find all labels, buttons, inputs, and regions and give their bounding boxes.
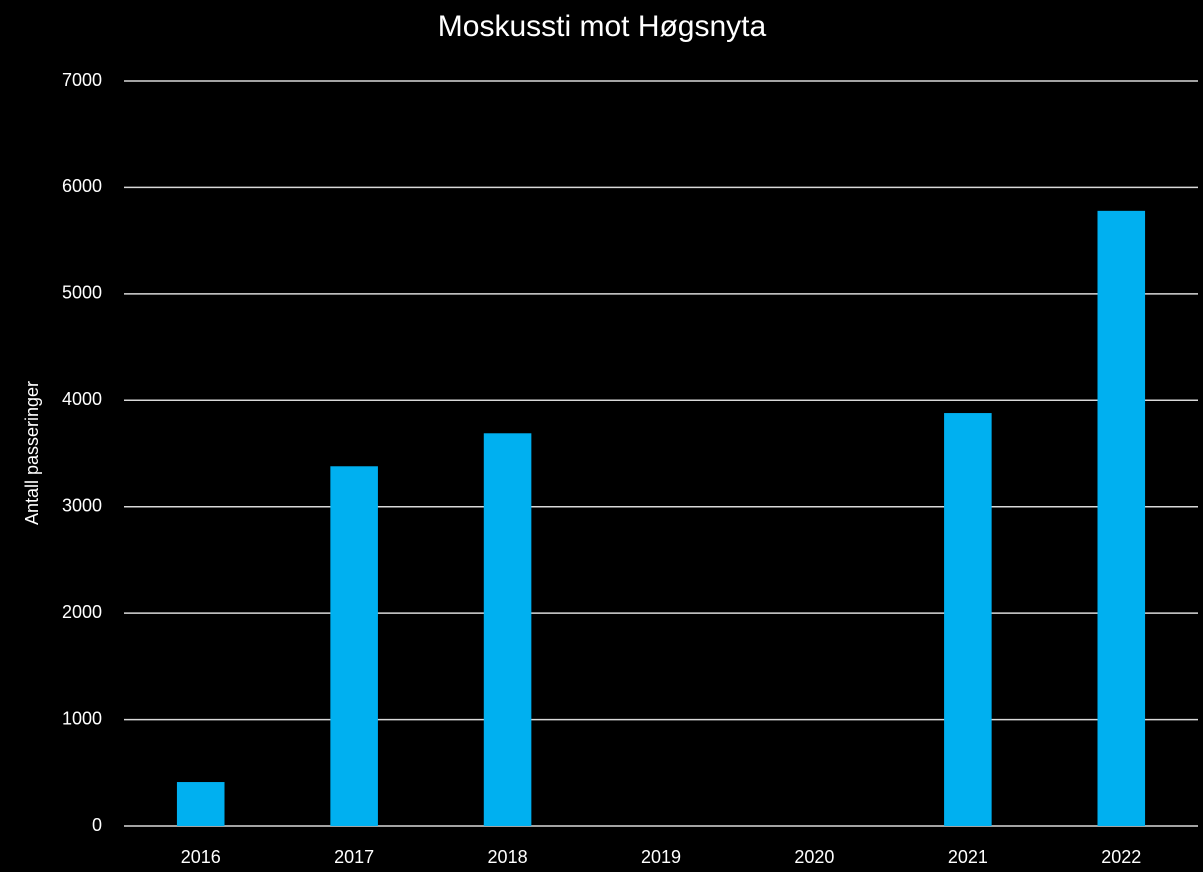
y-tick-label: 7000 [62, 70, 102, 90]
y-tick-label: 6000 [62, 176, 102, 196]
bar [330, 466, 378, 826]
y-tick-label: 1000 [62, 708, 102, 728]
y-tick-label: 3000 [62, 495, 102, 515]
x-tick-label: 2021 [948, 847, 988, 867]
y-tick-label: 2000 [62, 602, 102, 622]
y-tick-label: 4000 [62, 389, 102, 409]
x-tick-label: 2020 [794, 847, 834, 867]
bar [1097, 210, 1146, 827]
x-tick-label: 2019 [641, 847, 681, 867]
y-axis-label: Antall passeringer [22, 381, 42, 525]
x-tick-label: 2016 [181, 847, 221, 867]
x-tick-label: 2018 [488, 847, 528, 867]
chart-title: Moskussti mot Høgsnyta [438, 10, 767, 43]
x-tick-label: 2017 [334, 847, 374, 867]
y-tick-label: 5000 [62, 283, 102, 303]
bar [483, 433, 532, 826]
bar [176, 782, 225, 826]
x-tick-label: 2022 [1101, 847, 1141, 867]
bar [944, 413, 992, 826]
y-tick-label: 0 [92, 815, 102, 835]
